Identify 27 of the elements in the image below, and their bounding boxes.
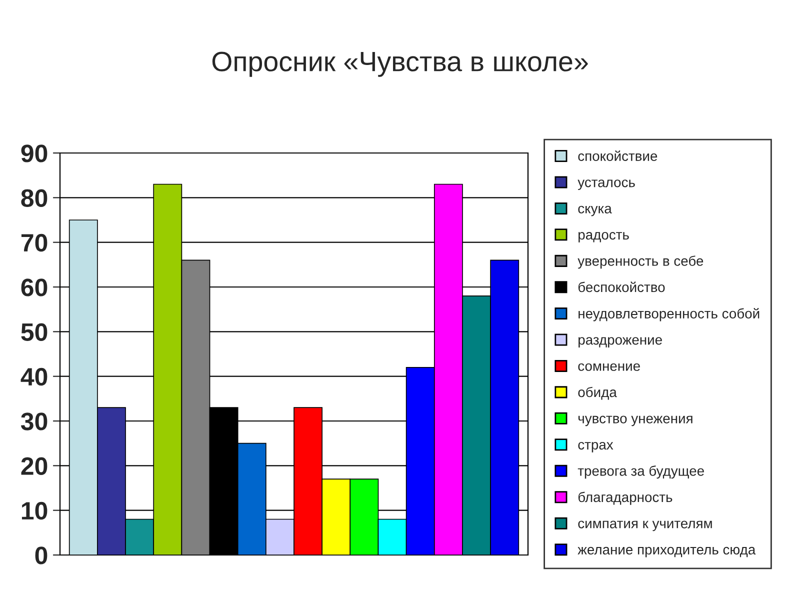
legend-label: сомнение xyxy=(578,363,640,371)
legend-label: неудовлетворенность собой xyxy=(578,308,760,322)
legend-label: беспокойство xyxy=(578,282,665,292)
legend-label: раздрожение xyxy=(578,337,662,348)
legend-label: усталось xyxy=(578,180,635,190)
legend-label: чувство унежения xyxy=(578,416,692,426)
y-tick-label: 70 xyxy=(21,234,48,252)
legend-label: благадарность xyxy=(578,492,672,505)
y-tick-label: 10 xyxy=(22,502,48,520)
y-tick-label: 30 xyxy=(20,412,48,430)
legend-label: уверенность в себе xyxy=(578,256,704,269)
y-tick-label: 90 xyxy=(21,144,48,162)
y-tick-label: 50 xyxy=(21,323,48,341)
y-tick-label: 20 xyxy=(21,457,48,475)
y-tick-label: 60 xyxy=(21,278,48,296)
y-tick-label: 40 xyxy=(20,368,48,386)
legend-label: симпатия к учителям xyxy=(578,520,712,532)
legend-label: обида xyxy=(578,386,617,400)
y-tick-label: 0 xyxy=(35,546,48,564)
legend-label: скука xyxy=(578,206,612,216)
y-tick-label: 80 xyxy=(21,189,48,207)
legend-label: желание приходитель сюда xyxy=(578,546,756,558)
legend-label: тревога за будущее xyxy=(578,466,704,479)
legend-label: спокойствие xyxy=(578,150,658,161)
legend-label: страх xyxy=(578,442,614,452)
legend-label: радость xyxy=(578,232,629,242)
chart-title: Опросник «Чувства в школе» xyxy=(212,52,588,77)
